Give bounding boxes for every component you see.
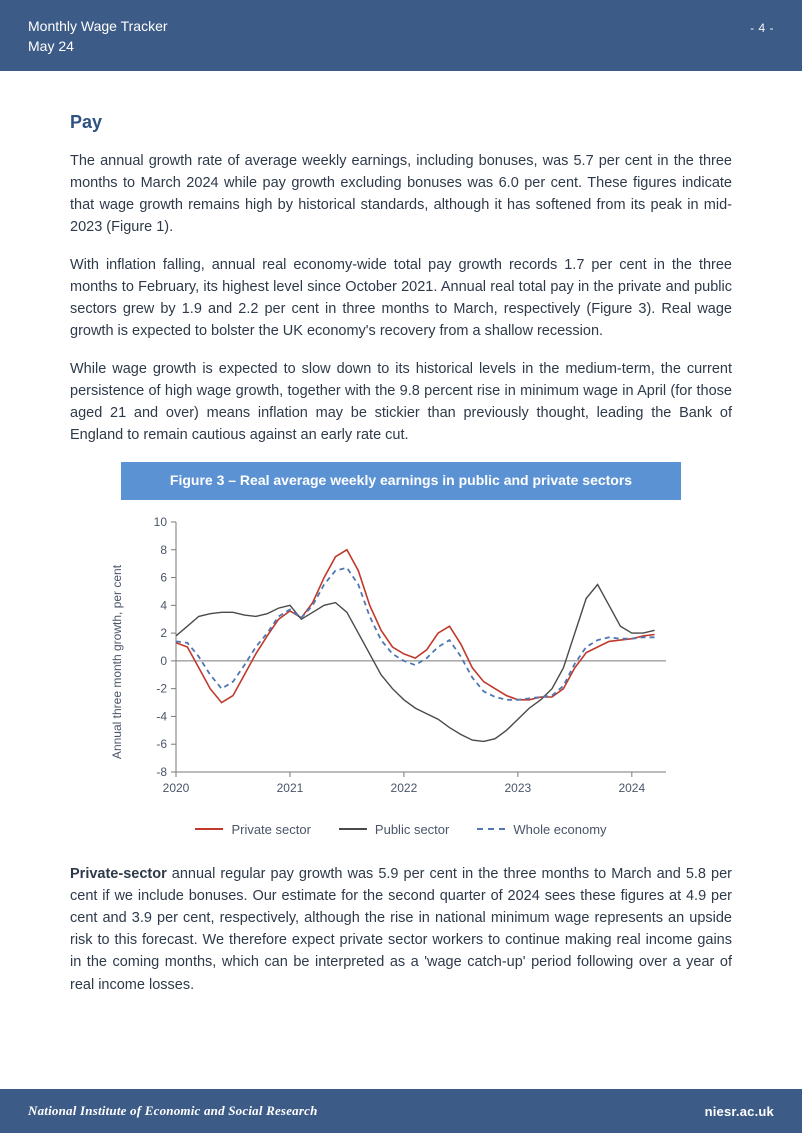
doc-title: Monthly Wage Tracker — [28, 16, 168, 36]
legend-swatch-private — [195, 828, 223, 830]
legend-label-private: Private sector — [231, 820, 310, 840]
legend-label-public: Public sector — [375, 820, 449, 840]
footer-institution: National Institute of Economic and Socia… — [28, 1103, 318, 1119]
paragraph-4-rest: annual regular pay growth was 5.9 per ce… — [70, 866, 732, 992]
legend-item-whole: Whole economy — [477, 820, 606, 840]
legend-item-private: Private sector — [195, 820, 310, 840]
page-footer: National Institute of Economic and Socia… — [0, 1089, 802, 1133]
y-axis-label: Annual three month growth, per cent — [108, 565, 126, 759]
legend-swatch-public — [339, 828, 367, 830]
svg-text:0: 0 — [160, 653, 167, 667]
paragraph-1: The annual growth rate of average weekly… — [70, 150, 732, 238]
svg-text:-6: -6 — [156, 737, 167, 751]
paragraph-4: Private-sector annual regular pay growth… — [70, 863, 732, 995]
paragraph-4-lead: Private-sector — [70, 866, 167, 882]
header-left: Monthly Wage Tracker May 24 — [28, 16, 168, 57]
svg-text:2: 2 — [160, 626, 167, 640]
footer-url: niesr.ac.uk — [705, 1104, 774, 1119]
document-page: Monthly Wage Tracker May 24 - 4 - Pay Th… — [0, 0, 802, 1133]
section-heading: Pay — [70, 109, 732, 136]
svg-text:6: 6 — [160, 570, 167, 584]
svg-text:-8: -8 — [156, 765, 167, 779]
page-header: Monthly Wage Tracker May 24 - 4 - — [0, 0, 802, 71]
svg-text:10: 10 — [154, 515, 168, 529]
svg-text:-4: -4 — [156, 709, 167, 723]
paragraph-3: While wage growth is expected to slow do… — [70, 358, 732, 446]
figure-caption: Figure 3 – Real average weekly earnings … — [121, 462, 681, 499]
svg-text:2023: 2023 — [505, 781, 532, 795]
svg-text:-2: -2 — [156, 681, 167, 695]
svg-text:2021: 2021 — [277, 781, 304, 795]
legend-swatch-whole — [477, 828, 505, 830]
legend-label-whole: Whole economy — [513, 820, 606, 840]
chart-area: Annual three month growth, per cent -8-6… — [121, 512, 681, 812]
chart-legend: Private sector Public sector Whole econo… — [121, 820, 681, 840]
svg-text:8: 8 — [160, 542, 167, 556]
figure-3: Figure 3 – Real average weekly earnings … — [121, 462, 681, 839]
svg-text:4: 4 — [160, 598, 167, 612]
paragraph-2: With inflation falling, annual real econ… — [70, 254, 732, 342]
svg-text:2020: 2020 — [163, 781, 190, 795]
doc-date: May 24 — [28, 36, 168, 56]
svg-text:2024: 2024 — [618, 781, 645, 795]
svg-text:2022: 2022 — [391, 781, 418, 795]
content-area: Pay The annual growth rate of average we… — [0, 71, 802, 1089]
page-number: - 4 - — [750, 16, 774, 37]
line-chart-svg: -8 -6 -4 -2 0 2 4 6 8 10 2020 2021 2022 2023 2024 — [121, 512, 681, 812]
legend-item-public: Public sector — [339, 820, 449, 840]
